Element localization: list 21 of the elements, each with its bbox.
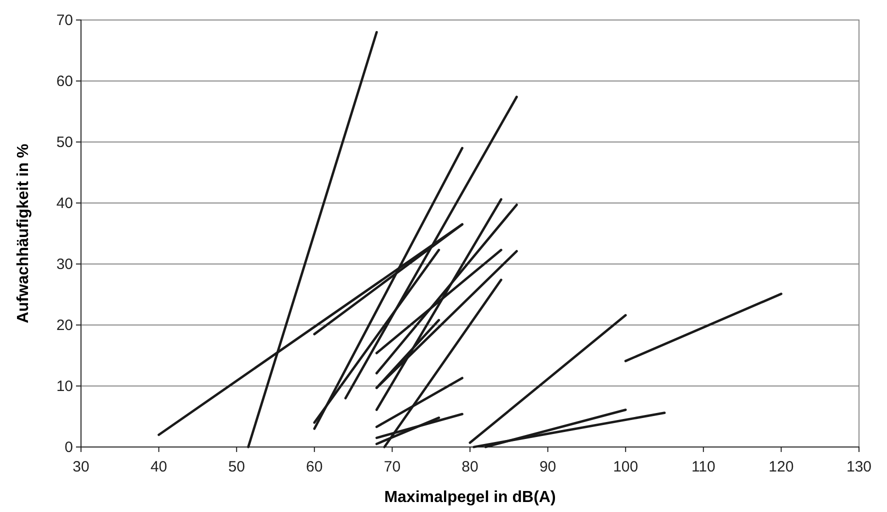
y-tick-label: 0 [64, 438, 73, 456]
x-tick-label: 130 [846, 458, 872, 476]
x-tick-label: 80 [462, 458, 478, 476]
x-tick-label: 120 [768, 458, 794, 476]
y-tick-label: 60 [56, 72, 73, 90]
x-tick-label: 110 [691, 458, 716, 476]
y-tick-label: 40 [56, 194, 73, 212]
x-tick-label: 40 [150, 458, 168, 476]
x-tick-label: 100 [613, 458, 638, 476]
x-tick-label: 70 [384, 458, 401, 476]
y-tick-label: 30 [56, 256, 73, 273]
y-tick-label: 10 [56, 378, 73, 395]
x-axis-title: Maximalpegel in dB(A) [384, 489, 556, 506]
y-tick-label: 50 [56, 134, 73, 151]
x-tick-label: 30 [72, 458, 90, 476]
y-tick-label: 70 [56, 12, 73, 29]
y-tick-label: 20 [56, 316, 73, 334]
x-tick-label: 60 [306, 458, 323, 476]
x-tick-label: 50 [228, 458, 245, 476]
x-tick-label: 90 [539, 458, 556, 476]
y-axis-title: Aufwachhäufigkeit in % [15, 144, 32, 324]
